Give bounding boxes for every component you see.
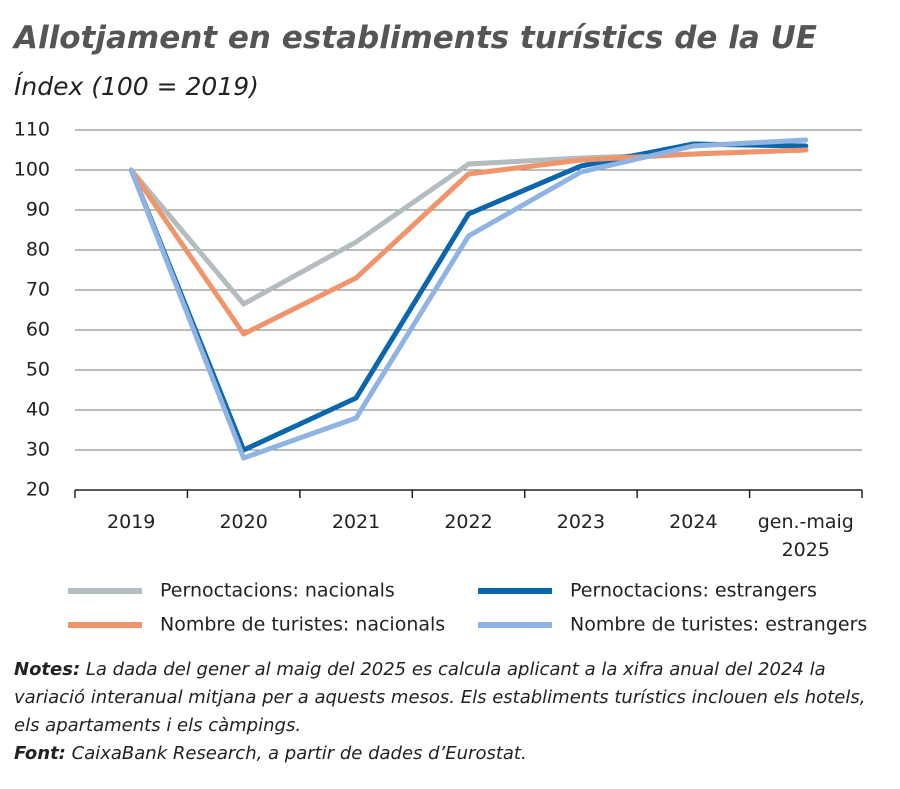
- legend-label: Pernoctacions: estrangers: [570, 580, 817, 602]
- x-tick-label: gen.-maig 2025: [757, 511, 854, 561]
- notes-label: Notes:: [14, 659, 81, 680]
- notes: Notes: La dada del gener al maig del 202…: [14, 656, 894, 768]
- source-text: CaixaBank Research, a partir de dades d’…: [71, 743, 527, 764]
- x-tick-label: 2021: [331, 511, 381, 533]
- y-tick-label: 80: [26, 239, 50, 261]
- y-tick-label: 100: [14, 159, 50, 181]
- y-tick-label: 90: [26, 199, 50, 221]
- series-line: [128, 137, 809, 461]
- y-tick-label: 60: [26, 319, 50, 341]
- y-tick-label: 110: [14, 119, 50, 141]
- chart-title: Allotjament en establiments turístics de…: [11, 20, 817, 56]
- x-tick-label: 2020: [219, 511, 268, 533]
- x-tick-label: 2019: [107, 511, 156, 533]
- legend-label: Pernoctacions: nacionals: [160, 580, 395, 602]
- legend-label: Nombre de turistes: estrangers: [570, 614, 867, 636]
- legend-label: Nombre de turistes: nacionals: [160, 614, 445, 636]
- y-tick-label: 70: [26, 279, 50, 301]
- x-tick-label: 2023: [556, 511, 606, 533]
- source-label: Font:: [14, 743, 66, 764]
- x-tick-label: 2024: [669, 511, 718, 533]
- y-tick-label: 30: [26, 439, 50, 461]
- series-line: [128, 141, 809, 453]
- y-tick-label: 50: [26, 359, 50, 381]
- y-tick-label: 20: [26, 479, 50, 501]
- x-tick-label: 2022: [444, 511, 493, 533]
- series-line: [128, 147, 809, 337]
- chart-subtitle: Índex (100 = 2019): [14, 72, 259, 101]
- notes-text: La dada del gener al maig del 2025 es ca…: [14, 659, 866, 736]
- y-tick-label: 40: [26, 399, 50, 421]
